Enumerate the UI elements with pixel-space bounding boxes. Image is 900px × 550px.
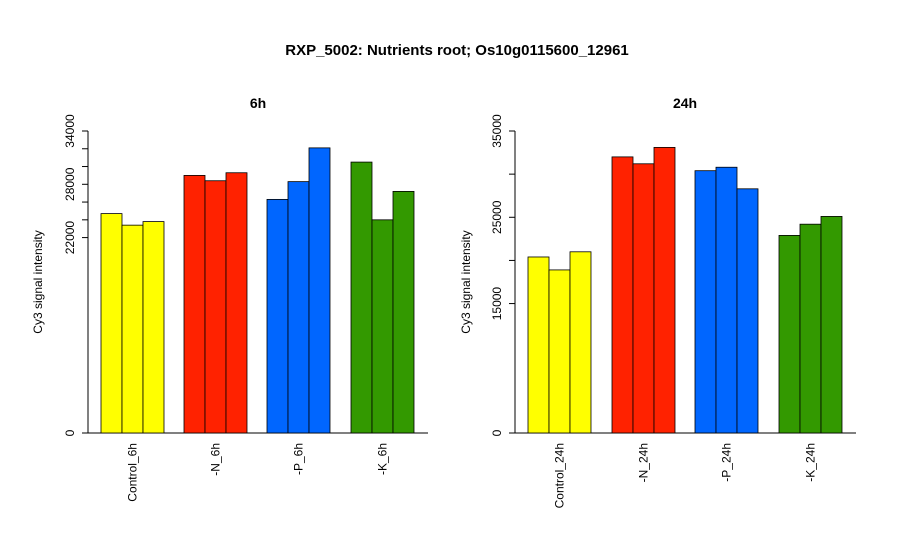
- bar--K_24h-2: [799, 223, 822, 434]
- panel-24h: 24h 0 15000 25000 35000 Cy3 signal intensity C…: [459, 95, 856, 508]
- y-axis-label: Cy3 signal intensity: [459, 230, 473, 333]
- y-axis-label: Cy3 signal intensity: [31, 230, 45, 333]
- category-label: -P_6h: [292, 443, 306, 475]
- bar--N_6h-1: [183, 175, 206, 434]
- bar-Control_6h-3: [142, 221, 165, 434]
- bar--K_24h-3: [820, 216, 843, 434]
- bar-Control_24h-1: [527, 256, 550, 434]
- category-label: Control_24h: [553, 443, 567, 508]
- bar--K_24h-1: [778, 235, 801, 434]
- panel-title: 6h: [250, 95, 266, 111]
- bar--P_24h-3: [736, 188, 759, 434]
- bar-Control_6h-2: [121, 224, 144, 434]
- y-tick-label: 0: [490, 429, 504, 436]
- bar--P_6h-2: [287, 181, 310, 434]
- figure-title: RXP_5002: Nutrients root; Os10g0115600_1…: [285, 42, 629, 59]
- bar--N_24h-1: [611, 156, 634, 434]
- y-tick-label: 25000: [490, 200, 504, 234]
- category-label: Control_6h: [126, 443, 140, 502]
- panel-6h: 6h 0 22000 28000 34000 Cy3 signal intensity Co…: [31, 95, 428, 502]
- category-label: -N_24h: [637, 443, 651, 482]
- bar--N_24h-2: [632, 163, 655, 434]
- bar--P_24h-2: [715, 166, 738, 434]
- y-tick-label: 34000: [63, 114, 77, 148]
- bar--P_6h-3: [308, 147, 331, 434]
- bar--K_6h-2: [371, 219, 394, 434]
- bar--N_6h-2: [204, 180, 227, 434]
- bar--N_6h-3: [225, 172, 248, 434]
- bar--P_24h-1: [694, 170, 717, 434]
- y-tick-label: 0: [63, 429, 77, 436]
- category-label: -K_6h: [376, 443, 390, 475]
- y-tick-label: 35000: [490, 114, 504, 148]
- y-tick-label: 28000: [63, 167, 77, 201]
- category-label: -P_24h: [720, 443, 734, 482]
- category-label: -N_6h: [209, 443, 223, 476]
- bar--P_6h-1: [266, 198, 289, 434]
- y-tick-label: 15000: [490, 287, 504, 321]
- bar-Control_24h-2: [548, 269, 571, 434]
- bar--N_24h-3: [653, 146, 676, 434]
- y-tick-label: 22000: [63, 221, 77, 255]
- bar--K_6h-1: [350, 161, 373, 434]
- bar-Control_6h-1: [100, 213, 123, 434]
- bar--K_6h-3: [392, 190, 415, 434]
- category-label: -K_24h: [804, 443, 818, 482]
- panel-title: 24h: [673, 95, 697, 111]
- bar-Control_24h-3: [569, 251, 592, 434]
